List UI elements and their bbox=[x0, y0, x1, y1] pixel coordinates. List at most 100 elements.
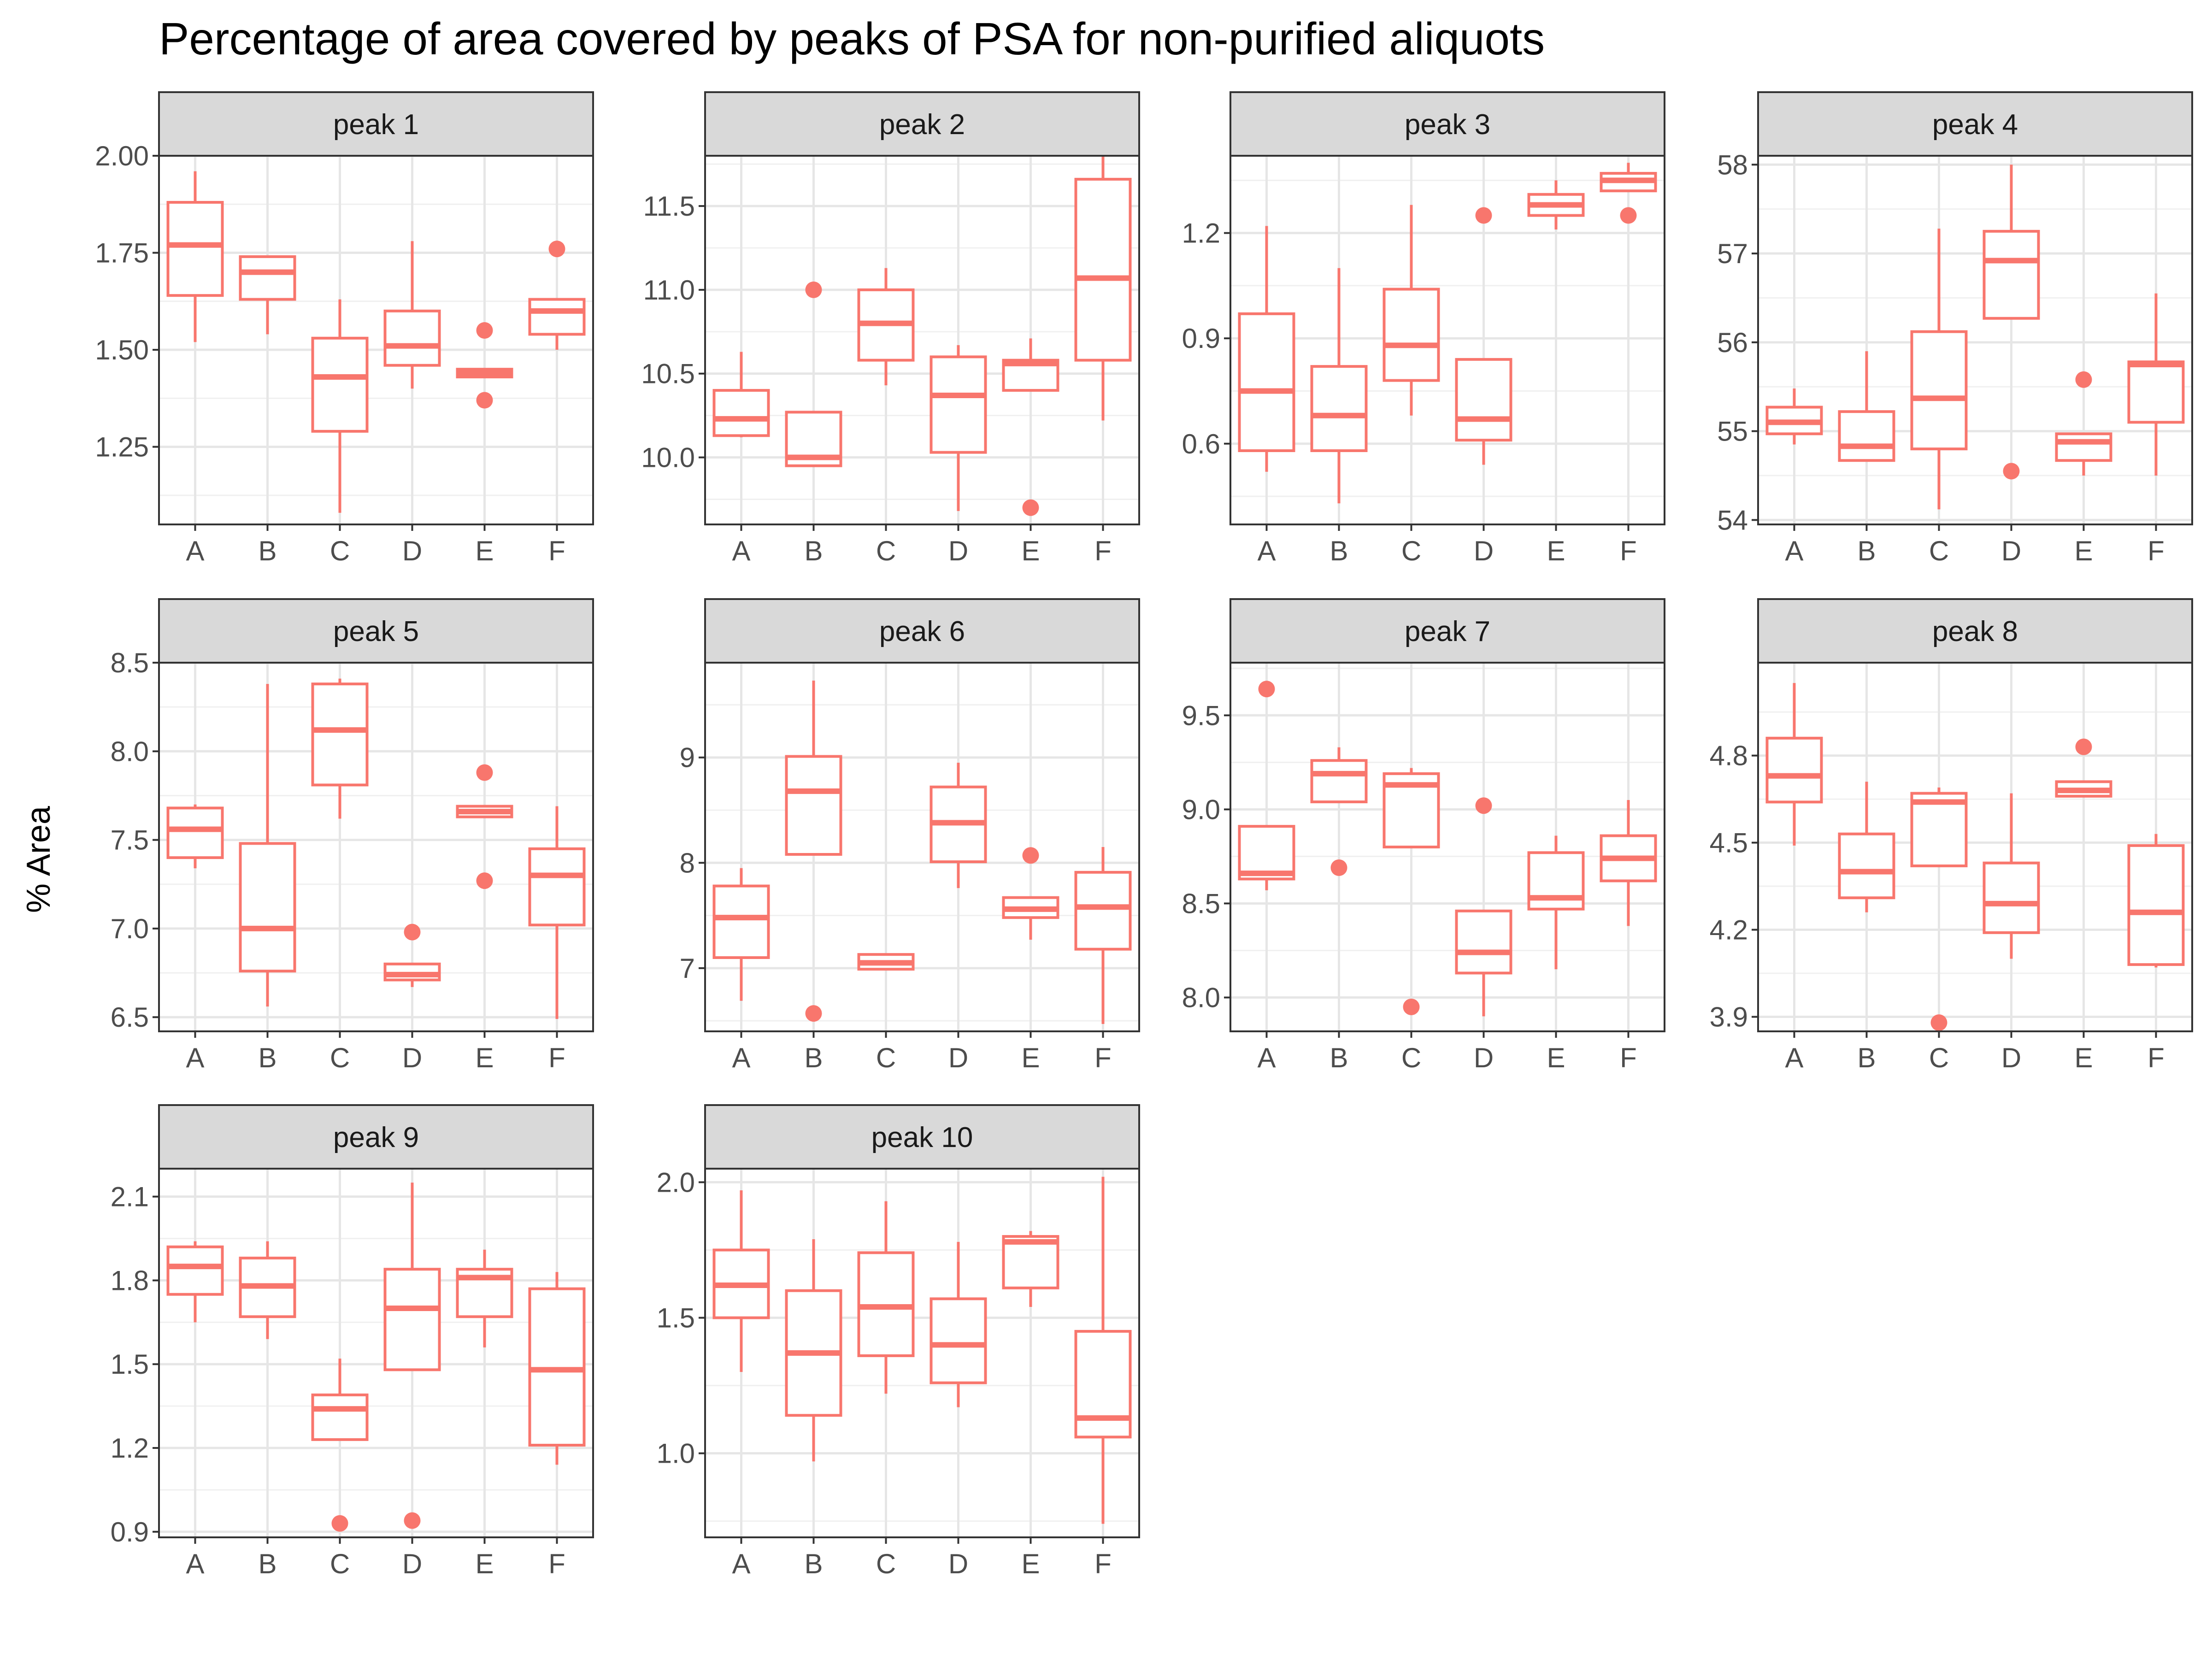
facet-8-y-tick-label: 4.8 bbox=[1710, 741, 1748, 771]
facet-8-x-tick-label: E bbox=[2074, 1042, 2093, 1073]
facet-7-y-tick-label: 9.5 bbox=[1182, 700, 1220, 731]
facet-6-x-tick-label: D bbox=[948, 1042, 968, 1073]
facet-8-strip bbox=[1757, 598, 2193, 664]
facet-6-y-tick-label: 8 bbox=[680, 847, 695, 878]
facet-1-y-tick-label: 1.25 bbox=[95, 432, 149, 463]
facet-10-strip-label: peak 10 bbox=[871, 1122, 973, 1153]
facet-1-y-tick-label: 1.50 bbox=[95, 335, 149, 365]
facet-3-x-tick-label: D bbox=[1474, 535, 1494, 566]
facet-4-box-B-iqr-box bbox=[1838, 410, 1895, 462]
facet-8-y-tick-label: 3.9 bbox=[1710, 1002, 1748, 1033]
facet-6-x-tick-label: C bbox=[876, 1042, 896, 1073]
facet-2-y-tick-label: 11.0 bbox=[643, 275, 695, 306]
facet-3-x-tick-label: F bbox=[1620, 535, 1637, 566]
facet-2-y-tick-label: 10.0 bbox=[641, 442, 695, 473]
facet-10-x-tick-label: E bbox=[1021, 1548, 1040, 1579]
facet-2-box-B-outlier-point bbox=[805, 281, 822, 298]
facet-9-x-tick-label: E bbox=[475, 1548, 494, 1579]
facet-7-x-tick-label: D bbox=[1474, 1042, 1494, 1073]
facet-5-x-tick-label: C bbox=[330, 1042, 350, 1073]
facet-5-box-E-outlier-point bbox=[476, 872, 493, 889]
facet-9-box-C-iqr-box bbox=[311, 1393, 369, 1441]
facet-10-x-tick-label: B bbox=[804, 1548, 823, 1579]
facet-7-box-B-outlier-point bbox=[1330, 859, 1347, 876]
facet-8-box-C-outlier-point bbox=[1930, 1014, 1947, 1031]
facet-1-x-tick-label: F bbox=[548, 535, 565, 566]
facet-4-x-tick-label: E bbox=[2074, 535, 2093, 566]
facet-4-x-tick-label: B bbox=[1857, 535, 1876, 566]
facet-1-box-E-outlier-point bbox=[476, 392, 493, 409]
facet-7-box-D-outlier-point bbox=[1475, 797, 1492, 814]
facet-2-y-tick-label: 10.5 bbox=[641, 359, 695, 389]
facet-7-panel bbox=[1230, 663, 1665, 1031]
facet-1-x-tick-label: C bbox=[330, 535, 350, 566]
facet-7-x-tick-label: B bbox=[1330, 1042, 1348, 1073]
facet-1-panel bbox=[159, 156, 593, 524]
facet-1-box-C-iqr-box bbox=[311, 336, 369, 433]
facet-3-x-tick-label: B bbox=[1330, 535, 1348, 566]
facet-5-box-E-outlier-point bbox=[476, 764, 493, 781]
facet-4-y-tick-label: 58 bbox=[1717, 149, 1748, 180]
facet-3-box-C-iqr-box bbox=[1382, 288, 1440, 382]
facet-1-y-tick-label: 2.00 bbox=[95, 141, 149, 171]
facet-4-x-tick-label: C bbox=[1929, 535, 1949, 566]
facet-1-strip-label: peak 1 bbox=[333, 109, 419, 141]
facet-9-y-tick-label: 0.9 bbox=[111, 1517, 149, 1547]
facet-7-y-tick-label: 9.0 bbox=[1182, 794, 1220, 825]
facet-5-y-tick-label: 7.0 bbox=[111, 913, 149, 944]
facet-4-box-E-outlier-point bbox=[2075, 371, 2092, 388]
facet-5-x-tick-label: B bbox=[258, 1042, 276, 1073]
facet-2-y-tick-label: 11.5 bbox=[643, 191, 695, 222]
facet-10-y-tick-label: 1.0 bbox=[657, 1438, 695, 1469]
facet-4-box-E-iqr-box bbox=[2055, 432, 2112, 462]
facet-4-y-tick-label: 55 bbox=[1717, 416, 1748, 447]
facet-3-x-tick-label: A bbox=[1257, 535, 1276, 566]
facet-9-x-tick-label: A bbox=[186, 1548, 204, 1579]
facet-3-y-tick-label: 0.9 bbox=[1182, 323, 1220, 354]
facet-7-x-tick-label: A bbox=[1257, 1042, 1276, 1073]
facet-3-x-tick-label: C bbox=[1401, 535, 1421, 566]
facet-6-y-tick-label: 9 bbox=[680, 742, 695, 773]
facet-4-y-tick-label: 56 bbox=[1717, 327, 1748, 358]
facet-10-x-tick-label: A bbox=[732, 1548, 750, 1579]
facet-2-x-tick-label: F bbox=[1094, 535, 1112, 566]
facet-3-strip bbox=[1230, 91, 1665, 157]
facet-1-box-F-outlier-point bbox=[548, 241, 565, 258]
facet-6-box-A-iqr-box bbox=[712, 884, 770, 959]
facet-3-box-D-outlier-point bbox=[1475, 207, 1492, 224]
facet-5-strip-label: peak 5 bbox=[333, 616, 419, 647]
facet-4-box-F-iqr-box bbox=[2127, 360, 2185, 424]
facet-7-box-B-iqr-box bbox=[1310, 759, 1368, 804]
facet-5-box-B-iqr-box bbox=[239, 842, 296, 973]
facet-2-x-tick-label: B bbox=[804, 535, 823, 566]
facet-7-y-tick-label: 8.0 bbox=[1182, 982, 1220, 1013]
facet-10-box-D-iqr-box bbox=[930, 1297, 987, 1384]
facet-9-box-D-iqr-box bbox=[383, 1268, 441, 1371]
facet-9-strip-label: peak 9 bbox=[333, 1122, 419, 1153]
facet-10-x-tick-label: F bbox=[1094, 1548, 1112, 1579]
facet-7-strip bbox=[1230, 598, 1665, 664]
facet-5-panel bbox=[159, 663, 593, 1031]
facet-5-x-tick-label: D bbox=[402, 1042, 422, 1073]
facet-10-box-E-iqr-box bbox=[1002, 1235, 1059, 1289]
facet-6-box-B-iqr-box bbox=[785, 755, 842, 856]
facet-4-x-tick-label: D bbox=[2001, 535, 2021, 566]
facet-6-x-tick-label: A bbox=[732, 1042, 750, 1073]
facet-8-panel bbox=[1758, 663, 2192, 1031]
facet-7-x-tick-label: E bbox=[1547, 1042, 1565, 1073]
facet-3-box-B-iqr-box bbox=[1310, 365, 1368, 453]
facet-3-box-A-iqr-box bbox=[1238, 312, 1295, 452]
facet-6-box-E-outlier-point bbox=[1022, 847, 1039, 864]
facet-4-x-tick-label: F bbox=[2147, 535, 2165, 566]
facet-9-y-tick-label: 1.2 bbox=[111, 1433, 149, 1464]
facet-4-y-tick-label: 54 bbox=[1717, 505, 1748, 535]
facet-1-y-tick-label: 1.75 bbox=[95, 238, 149, 269]
facet-8-y-tick-label: 4.2 bbox=[1710, 915, 1748, 946]
chart-title: Percentage of area covered by peaks of P… bbox=[159, 13, 1545, 64]
facet-5-y-tick-label: 7.5 bbox=[111, 825, 149, 856]
facet-9-x-tick-label: D bbox=[402, 1548, 422, 1579]
facet-2-strip bbox=[704, 91, 1140, 157]
facet-3-strip-label: peak 3 bbox=[1405, 109, 1490, 141]
facet-4-x-tick-label: A bbox=[1785, 535, 1803, 566]
facet-4-panel bbox=[1758, 156, 2192, 524]
